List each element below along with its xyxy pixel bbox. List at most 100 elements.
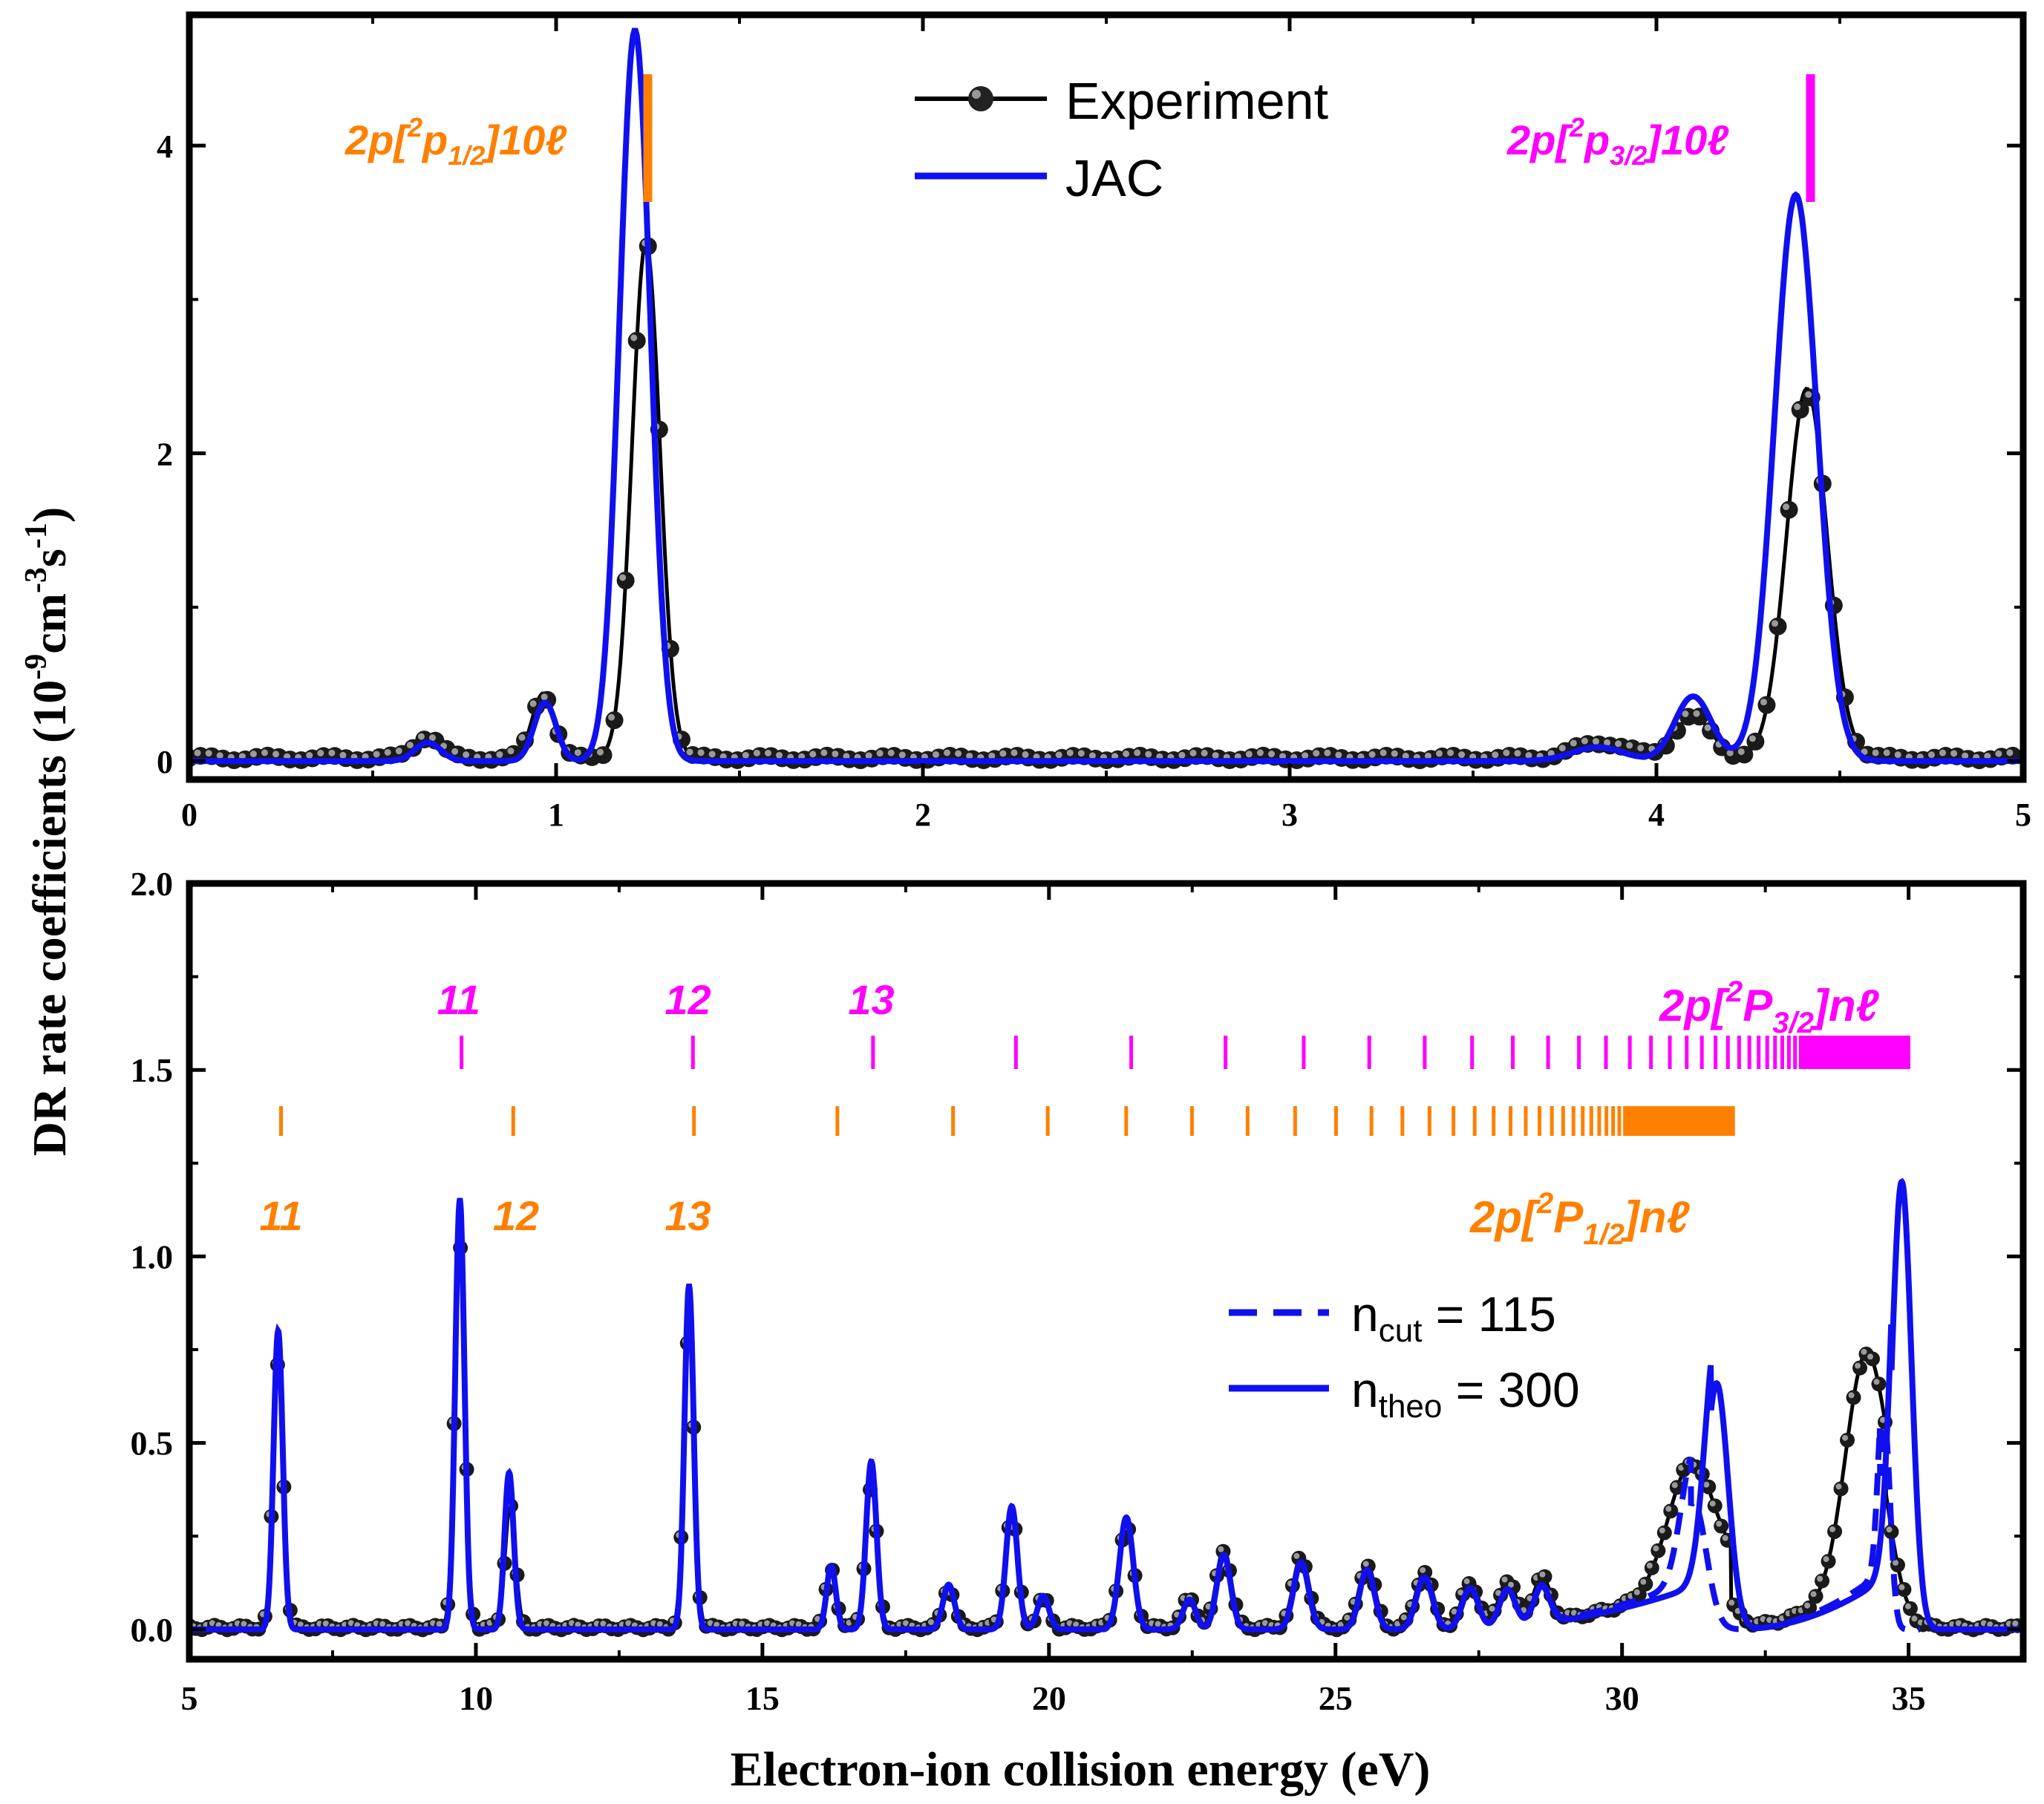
bottom-experiment-marker xyxy=(1537,1569,1552,1584)
bottom-experiment-marker xyxy=(1808,1589,1823,1604)
marker-p32-dense xyxy=(1800,1036,1910,1069)
top-experiment-marker xyxy=(1769,617,1787,635)
top-experiment-marker-highlight xyxy=(1088,752,1096,759)
top-experiment-marker-highlight xyxy=(1055,751,1062,759)
bottom-x-tick-label: 15 xyxy=(745,1679,780,1717)
top-annotation-p32: 2p[2p3/2]10ℓ xyxy=(1506,112,1729,171)
top-experiment-marker-highlight xyxy=(1514,750,1521,757)
bottom-experiment-point xyxy=(1864,1351,1880,1367)
bottom-label-p12: 2p[2P1/2]nℓ xyxy=(1469,1187,1691,1251)
top-experiment-marker xyxy=(1746,732,1765,751)
legend-ntheo-label: ntheo = 300 xyxy=(1351,1362,1580,1425)
top-experiment-marker-highlight xyxy=(1402,752,1409,759)
bottom-experiment-marker-highlight xyxy=(1155,1621,1161,1627)
legend-ncut-label: ncut = 115 xyxy=(1351,1287,1556,1349)
top-experiment-marker-highlight xyxy=(1939,749,1947,756)
top-experiment-marker-highlight xyxy=(1189,749,1197,756)
top-experiment-point xyxy=(1791,400,1809,419)
top-experiment-point xyxy=(605,711,624,730)
top-x-tick-label: 4 xyxy=(1648,797,1665,833)
bottom-experiment-marker xyxy=(1833,1481,1849,1497)
n-label-p32: 12 xyxy=(665,976,711,1023)
top-experiment-marker-highlight xyxy=(1212,751,1219,759)
top-experiment-marker-highlight xyxy=(205,750,212,757)
bottom-experiment-marker-highlight xyxy=(1709,1500,1716,1507)
bottom-experiment-marker xyxy=(1638,1576,1653,1592)
bottom-experiment-point xyxy=(1650,1543,1666,1558)
bottom-experiment-marker-highlight xyxy=(347,1620,354,1627)
top-x-tick-label: 3 xyxy=(1281,797,1298,833)
bottom-experiment-marker-highlight xyxy=(1804,1602,1811,1609)
bottom-experiment-point xyxy=(1821,1554,1836,1569)
top-experiment-marker-highlight xyxy=(1145,751,1152,758)
top-y-tick-label: 4 xyxy=(157,128,173,165)
top-experiment-marker-highlight xyxy=(1201,749,1208,756)
top-experiment-marker-highlight xyxy=(898,751,906,759)
bottom-experiment-marker-highlight xyxy=(1640,1578,1647,1585)
bottom-experiment-marker-highlight xyxy=(714,1621,720,1628)
bottom-experiment-marker xyxy=(1840,1432,1855,1448)
bottom-experiment-marker-highlight xyxy=(1955,1620,1962,1627)
top-experiment-marker-highlight xyxy=(496,751,503,758)
top-experiment-marker-highlight xyxy=(832,750,839,757)
bottom-experiment-marker xyxy=(1821,1554,1836,1569)
bottom-experiment-marker-highlight xyxy=(1495,1589,1502,1596)
bottom-x-tick-label: 20 xyxy=(1032,1679,1066,1717)
bottom-experiment-marker-highlight xyxy=(1867,1353,1873,1360)
top-experiment-marker-highlight xyxy=(384,748,391,756)
top-experiment-marker-highlight xyxy=(2006,749,2014,756)
bottom-experiment-marker xyxy=(1714,1518,1729,1534)
top-y-tick-label: 0 xyxy=(157,744,173,780)
bottom-experiment-marker-highlight xyxy=(1861,1348,1867,1355)
bottom-experiment-marker-highlight xyxy=(1879,1416,1886,1423)
top-experiment-marker-highlight xyxy=(1245,751,1253,758)
bottom-experiment-marker-highlight xyxy=(1911,1615,1918,1622)
bottom-experiment-marker xyxy=(1871,1376,1887,1392)
bottom-experiment-point xyxy=(1656,1525,1672,1540)
top-experiment-marker xyxy=(605,711,624,730)
bottom-experiment-marker-highlight xyxy=(1848,1392,1855,1399)
top-experiment-marker-highlight xyxy=(1335,751,1342,759)
bottom-experiment-marker-highlight xyxy=(1539,1571,1546,1578)
top-experiment-marker-highlight xyxy=(1558,745,1566,752)
top-experiment-marker-highlight xyxy=(1368,751,1376,758)
bottom-x-tick-label: 30 xyxy=(1605,1679,1639,1717)
bottom-experiment-marker xyxy=(1864,1351,1880,1367)
top-jac-line xyxy=(189,27,2023,765)
bottom-experiment-marker-highlight xyxy=(1829,1526,1836,1532)
bottom-experiment-marker-highlight xyxy=(1508,1581,1515,1588)
top-experiment-marker-highlight xyxy=(428,734,436,742)
bottom-y-tick-label: 2.0 xyxy=(131,865,174,903)
bottom-experiment-point xyxy=(1896,1582,1912,1598)
top-experiment-marker-highlight xyxy=(1984,753,1991,760)
bottom-experiment-marker-highlight xyxy=(1873,1379,1880,1385)
bottom-experiment-point xyxy=(1833,1481,1849,1497)
top-experiment-marker-highlight xyxy=(1525,751,1532,759)
top-experiment-point xyxy=(594,746,613,765)
bottom-experiment-marker xyxy=(1644,1560,1659,1575)
bottom-experiment-marker-highlight xyxy=(2012,1620,2019,1627)
bottom-plot-frame xyxy=(186,880,2027,1663)
bottom-experiment-marker-highlight xyxy=(1344,1614,1351,1621)
top-experiment-marker-highlight xyxy=(1883,749,1890,756)
bottom-experiment-marker xyxy=(1884,1524,1899,1540)
bottom-experiment-point xyxy=(1707,1498,1723,1514)
top-experiment-point xyxy=(1769,617,1787,635)
top-experiment-marker-highlight xyxy=(1581,737,1588,745)
top-experiment-marker-highlight xyxy=(1022,751,1029,758)
top-experiment-marker xyxy=(616,571,635,589)
top-experiment-marker-highlight xyxy=(216,752,223,759)
bottom-experiment-marker-highlight xyxy=(1855,1362,1861,1369)
bottom-experiment-point xyxy=(1827,1523,1843,1539)
top-experiment-marker-highlight xyxy=(742,751,749,759)
n-label-p12: 12 xyxy=(493,1192,539,1239)
top-experiment-marker xyxy=(1757,696,1776,714)
top-experiment-marker-highlight xyxy=(1637,745,1645,752)
bottom-experiment-marker-highlight xyxy=(1886,1526,1893,1533)
top-experiment-marker-highlight xyxy=(1267,751,1275,758)
bottom-experiment-marker-highlight xyxy=(1218,1546,1224,1552)
bottom-experiment-marker-highlight xyxy=(405,1620,411,1627)
top-experiment-marker-highlight xyxy=(238,753,246,760)
top-experiment-marker-highlight xyxy=(596,748,604,756)
top-experiment-marker xyxy=(627,331,646,350)
